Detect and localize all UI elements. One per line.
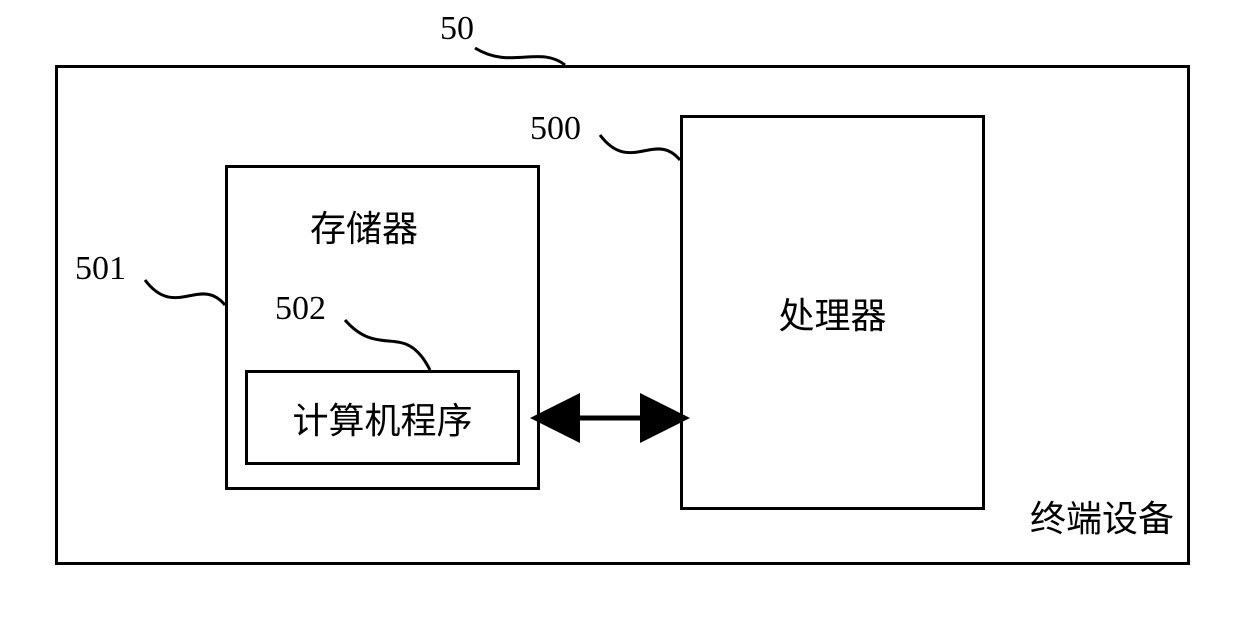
callout-500-text: 500 [530, 110, 581, 148]
callout-502-text: 502 [275, 290, 326, 328]
processor-label: 处理器 [778, 287, 886, 339]
program-label: 计算机程序 [292, 392, 472, 444]
callout-501-text: 501 [75, 250, 126, 288]
terminal-device-label: 终端设备 [1030, 490, 1174, 542]
processor-box: 处理器 [680, 115, 985, 510]
program-box: 计算机程序 [245, 370, 520, 465]
memory-title: 存储器 [310, 200, 418, 252]
callout-50-text: 50 [440, 10, 474, 48]
